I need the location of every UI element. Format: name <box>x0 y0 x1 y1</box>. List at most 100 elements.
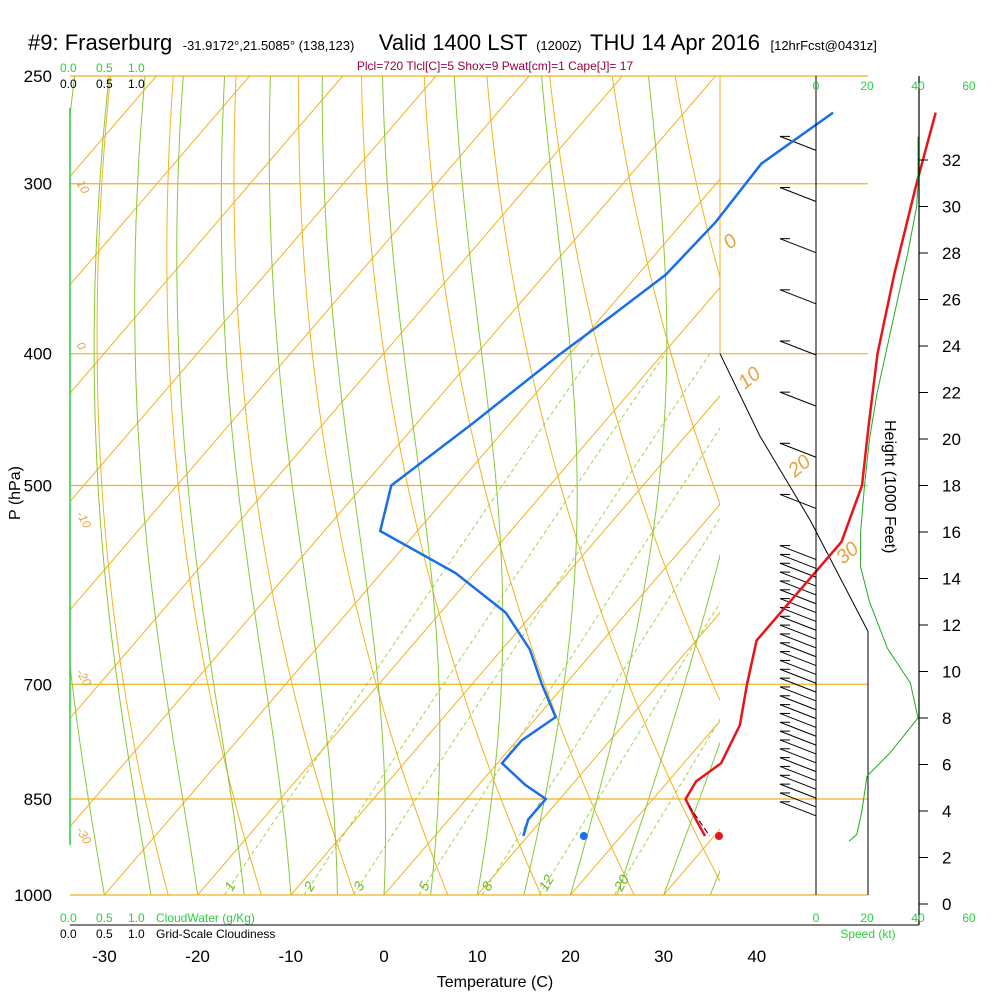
speed-tick-top: 0 <box>813 79 820 93</box>
wind-barb <box>779 801 817 817</box>
wind-barb-staff <box>779 757 817 773</box>
cloudiness-scale-top: 0.0 <box>60 77 77 91</box>
wind-barb <box>779 135 817 151</box>
dry-adiabat <box>96 76 169 896</box>
isotherm-line <box>70 76 344 394</box>
temperature-tick-label: -20 <box>185 947 210 966</box>
height-tick-label: 2 <box>942 849 951 868</box>
dry-adiabat <box>486 76 720 883</box>
wind-barb-staff <box>779 340 817 356</box>
chart-title: #9: Fraserburg -31.9172°,21.5085° (138,1… <box>28 30 877 55</box>
temperature-tick-label: 20 <box>561 947 580 966</box>
mixing-ratio-label: 12 <box>535 872 557 894</box>
wind-barb <box>779 774 817 790</box>
dry-adiabat <box>298 76 449 896</box>
surface-temperature-point <box>714 832 723 841</box>
wind-barb <box>779 721 817 737</box>
moist-adiabat <box>569 76 668 896</box>
speed-tick-bottom: 20 <box>860 911 874 925</box>
zulu-time: (1200Z) <box>536 38 582 53</box>
wind-barb <box>779 651 817 667</box>
height-tick-label: 0 <box>942 895 951 914</box>
height-tick-label: 20 <box>942 430 961 449</box>
wind-barb <box>779 695 817 711</box>
cloudwater-scale-bottom: 0.5 <box>96 911 113 925</box>
moist-adiabat <box>382 76 441 896</box>
wind-barb <box>779 765 817 781</box>
cloudwater-scale-top: 1.0 <box>128 61 145 75</box>
isotherm-line <box>70 76 250 286</box>
temperature-tick-label: 30 <box>654 947 673 966</box>
wind-barb <box>779 589 817 605</box>
isotherm-label-left: 10 <box>73 178 92 197</box>
wind-barb-staff <box>779 792 817 808</box>
temperature-tick-label: -30 <box>92 947 117 966</box>
valid-time: Valid 1400 LST <box>379 30 528 55</box>
cloudwater-scale-bottom: 0.0 <box>60 911 77 925</box>
wind-barb <box>779 598 817 614</box>
upper-boundary <box>719 353 869 895</box>
wind-barb-staff <box>779 695 817 711</box>
moist-adiabat <box>268 76 338 895</box>
height-tick-label: 4 <box>942 802 951 821</box>
wind-barb-staff <box>779 624 817 640</box>
isotherm-line <box>570 720 720 896</box>
isotherm-line <box>383 503 720 896</box>
temperature-tick-label: 0 <box>379 947 388 966</box>
dry-adiabat <box>611 76 720 505</box>
temperature-tick-label: -10 <box>279 947 304 966</box>
height-tick-label: 24 <box>942 337 961 356</box>
dry-adiabat <box>549 76 720 702</box>
wind-barb <box>779 730 817 746</box>
moist-adiabat <box>176 76 245 896</box>
wind-barb <box>779 659 817 675</box>
wind-barb-staff <box>779 580 817 596</box>
mixing-ratio-label: 20 <box>610 872 632 895</box>
wind-barb-staff <box>779 774 817 790</box>
pressure-tick-label: 250 <box>24 67 52 86</box>
temperature-tick-label: 40 <box>747 947 766 966</box>
wind-barb-staff <box>779 686 817 702</box>
wind-barb-staff <box>779 562 817 578</box>
wind-barb-staff <box>779 765 817 781</box>
speed-axis-title: Speed (kt) <box>840 927 895 941</box>
wind-barb-staff <box>779 442 817 458</box>
station-coords: -31.9172°,21.5085° (138,123) <box>183 38 355 53</box>
wind-barb-staff <box>779 748 817 764</box>
wind-barb <box>779 668 817 684</box>
cloudwater-scale-top: 0.5 <box>96 61 113 75</box>
speed-tick-bottom: 40 <box>911 911 925 925</box>
pressure-tick-label: 300 <box>24 175 52 194</box>
height-tick-label: 10 <box>942 663 961 682</box>
height-tick-label: 22 <box>942 384 961 403</box>
speed-tick-bottom: 60 <box>962 911 976 925</box>
temperature-tick-label: 10 <box>468 947 487 966</box>
wind-barb <box>779 642 817 658</box>
stability-indices: Plcl=720 Tlcl[C]=5 Shox=9 Pwat[cm]=1 Cap… <box>357 59 634 73</box>
cloudiness-scale-bottom: 0.5 <box>96 927 113 941</box>
wind-barb <box>779 340 817 356</box>
wind-barb-staff <box>779 730 817 746</box>
wind-barb-staff <box>779 712 817 728</box>
wind-barb-staff <box>779 721 817 737</box>
wind-barb <box>779 757 817 773</box>
wind-barb <box>779 571 817 587</box>
height-tick-label: 6 <box>942 756 951 775</box>
wind-barb-staff <box>779 677 817 693</box>
wind-barb-staff <box>779 545 817 561</box>
cloudiness-scale-top: 1.0 <box>128 77 145 91</box>
wind-barb-staff <box>779 801 817 817</box>
height-tick-label: 30 <box>942 198 961 217</box>
mixing-ratio-line <box>418 427 720 896</box>
dry-adiabat <box>233 76 356 896</box>
wind-barb-staff <box>779 606 817 622</box>
mixing-ratio-line <box>613 718 720 896</box>
wind-barb-staff <box>779 704 817 720</box>
wind-barb <box>779 739 817 755</box>
wind-barb-staff <box>779 651 817 667</box>
dry-adiabat <box>423 76 635 896</box>
cloudiness-scale-bottom: 0.0 <box>60 927 77 941</box>
